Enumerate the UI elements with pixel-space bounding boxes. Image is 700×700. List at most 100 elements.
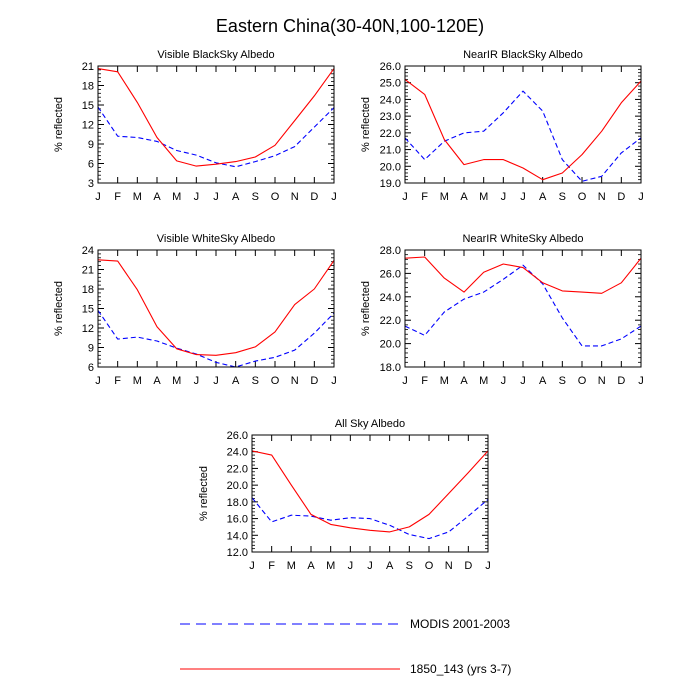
x-tick-label: D xyxy=(617,191,625,203)
y-tick-label: 23.0 xyxy=(380,111,401,123)
x-tick-label: J xyxy=(194,375,200,387)
x-tick-label: A xyxy=(153,375,161,387)
x-tick-label: N xyxy=(291,191,299,203)
x-tick-label: N xyxy=(291,375,299,387)
chart-panel-3: Visible WhiteSky Albedo % reflected 6 9 12 15… xyxy=(53,233,337,387)
y-tick-label: 21 xyxy=(82,61,94,73)
x-tick-label: A xyxy=(307,560,315,572)
x-tick-label: M xyxy=(133,191,142,203)
panel-title: Visible WhiteSky Albedo xyxy=(157,233,275,245)
chart-panel-5: All Sky Albedo % reflected 12.0 14.0 16.0 18.… xyxy=(198,418,491,572)
x-tick-label: M xyxy=(133,375,142,387)
y-tick-label: 18.0 xyxy=(227,497,248,509)
y-axis-label: % reflected xyxy=(53,281,65,336)
x-tick-label: J xyxy=(520,191,526,203)
panel-title: NearIR WhiteSky Albedo xyxy=(462,233,583,245)
x-tick-label: J xyxy=(331,375,337,387)
x-tick-label: A xyxy=(460,375,468,387)
plot-frame xyxy=(404,65,642,184)
series-line-model xyxy=(404,78,642,181)
y-tick-label: 26.0 xyxy=(380,268,401,280)
x-tick-label: F xyxy=(114,375,121,387)
y-tick-label: 16.0 xyxy=(227,514,248,526)
legend-label-model: 1850_143 (yrs 3-7) xyxy=(410,662,511,676)
panel-title: Visible BlackSky Albedo xyxy=(157,49,274,61)
x-tick-label: J xyxy=(213,191,219,203)
panel-title: NearIR BlackSky Albedo xyxy=(463,49,583,61)
x-tick-label: A xyxy=(539,191,547,203)
series-line-modis xyxy=(251,497,489,540)
x-tick-label: F xyxy=(421,375,428,387)
y-tick-label: 21 xyxy=(82,265,94,277)
x-tick-label: J xyxy=(95,375,101,387)
x-tick-label: J xyxy=(638,191,644,203)
y-tick-label: 20.0 xyxy=(227,480,248,492)
plot-frame xyxy=(97,65,335,184)
y-tick-label: 20.0 xyxy=(380,161,401,173)
x-tick-label: M xyxy=(440,375,449,387)
x-tick-label: A xyxy=(386,560,394,572)
series-line-model xyxy=(97,68,335,167)
series-line-modis xyxy=(97,310,335,368)
x-tick-label: A xyxy=(232,191,240,203)
y-tick-label: 6 xyxy=(88,159,94,171)
x-tick-label: D xyxy=(464,560,472,572)
x-tick-label: J xyxy=(213,375,219,387)
x-tick-label: D xyxy=(310,375,318,387)
x-tick-label: F xyxy=(421,191,428,203)
y-tick-label: 22.0 xyxy=(380,315,401,327)
x-tick-label: F xyxy=(268,560,275,572)
legend: MODIS 2001-2003 1850_143 (yrs 3-7) xyxy=(180,617,511,676)
x-tick-label: M xyxy=(479,375,488,387)
chart-panel-1: Visible BlackSky Albedo % reflected 3 6 9 12 1… xyxy=(53,49,337,203)
x-tick-label: N xyxy=(598,191,606,203)
y-tick-label: 12 xyxy=(82,323,94,335)
panel-title: All Sky Albedo xyxy=(335,418,405,430)
y-tick-label: 26.0 xyxy=(227,430,248,442)
x-tick-label: O xyxy=(578,375,587,387)
y-tick-label: 28.0 xyxy=(380,245,401,257)
series-line-model xyxy=(251,450,489,533)
x-tick-label: M xyxy=(479,191,488,203)
y-tick-label: 21.0 xyxy=(380,145,401,157)
y-tick-label: 24.0 xyxy=(380,94,401,106)
x-tick-label: A xyxy=(460,191,468,203)
y-tick-label: 6 xyxy=(88,362,94,374)
x-tick-label: J xyxy=(485,560,491,572)
x-tick-label: S xyxy=(252,191,259,203)
series-line-modis xyxy=(404,264,642,347)
x-tick-label: N xyxy=(445,560,453,572)
y-tick-label: 18.0 xyxy=(380,362,401,374)
x-tick-label: A xyxy=(232,375,240,387)
series-line-modis xyxy=(404,90,642,182)
x-tick-label: S xyxy=(559,375,566,387)
x-tick-label: S xyxy=(252,375,259,387)
x-tick-label: J xyxy=(402,375,408,387)
x-tick-label: S xyxy=(559,191,566,203)
x-tick-label: M xyxy=(172,191,181,203)
x-tick-label: M xyxy=(287,560,296,572)
x-tick-label: N xyxy=(598,375,606,387)
x-tick-label: F xyxy=(114,191,121,203)
x-tick-label: M xyxy=(172,375,181,387)
y-axis-label: % reflected xyxy=(360,281,372,336)
series-line-model xyxy=(404,256,642,294)
plot-frame xyxy=(251,434,489,553)
y-tick-label: 14.0 xyxy=(227,530,248,542)
y-tick-label: 18 xyxy=(82,284,94,296)
x-tick-label: J xyxy=(638,375,644,387)
series-line-model xyxy=(97,259,335,356)
x-tick-label: O xyxy=(425,560,434,572)
x-tick-label: J xyxy=(249,560,255,572)
y-tick-label: 25.0 xyxy=(380,78,401,90)
y-tick-label: 20.0 xyxy=(380,339,401,351)
x-tick-label: S xyxy=(406,560,413,572)
y-axis-label: % reflected xyxy=(360,97,372,152)
x-tick-label: M xyxy=(326,560,335,572)
plot-frame xyxy=(97,249,335,368)
y-axis-label: % reflected xyxy=(53,97,65,152)
x-tick-label: J xyxy=(402,191,408,203)
y-tick-label: 15 xyxy=(82,304,94,316)
y-tick-label: 24.0 xyxy=(227,447,248,459)
y-tick-label: 15 xyxy=(82,100,94,112)
